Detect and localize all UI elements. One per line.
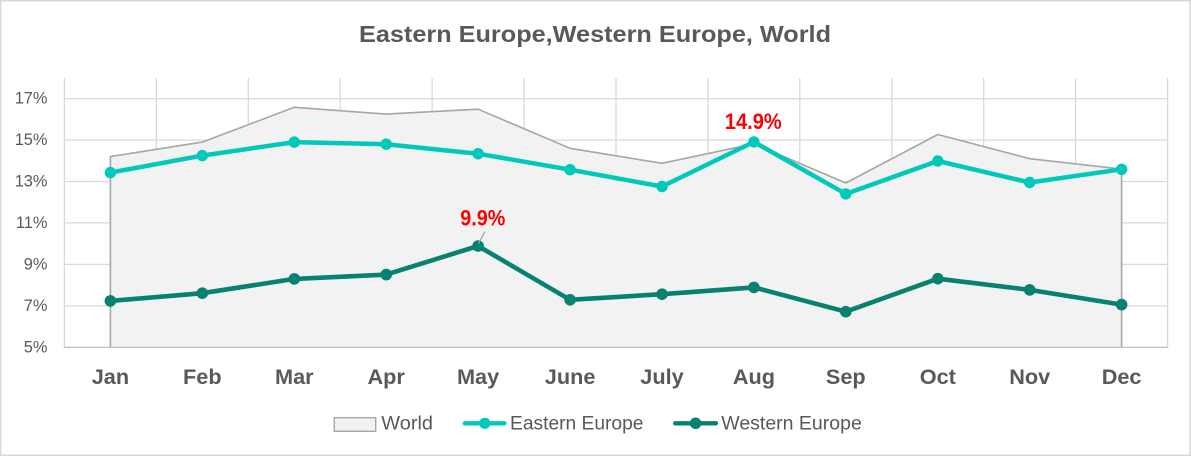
svg-text:Eastern Europe: Eastern Europe bbox=[510, 413, 644, 435]
svg-text:World: World bbox=[381, 413, 433, 435]
svg-text:14.9%: 14.9% bbox=[725, 109, 782, 134]
svg-text:Sep: Sep bbox=[826, 364, 866, 389]
svg-text:9%: 9% bbox=[24, 255, 48, 273]
svg-text:5%: 5% bbox=[24, 338, 48, 356]
svg-text:Feb: Feb bbox=[183, 364, 222, 389]
svg-text:May: May bbox=[457, 364, 499, 389]
svg-text:Western Europe: Western Europe bbox=[721, 413, 862, 435]
svg-text:Apr: Apr bbox=[368, 364, 406, 389]
svg-text:Mar: Mar bbox=[275, 364, 314, 389]
svg-text:Jan: Jan bbox=[92, 364, 129, 389]
svg-text:15%: 15% bbox=[15, 131, 48, 149]
svg-text:11%: 11% bbox=[16, 214, 48, 232]
svg-text:17%: 17% bbox=[15, 90, 48, 108]
svg-text:Aug: Aug bbox=[733, 364, 775, 389]
svg-text:9.9%: 9.9% bbox=[460, 206, 505, 231]
svg-text:7%: 7% bbox=[24, 297, 48, 315]
svg-text:June: June bbox=[545, 364, 596, 389]
svg-text:Oct: Oct bbox=[920, 364, 956, 389]
svg-text:13%: 13% bbox=[15, 173, 48, 191]
svg-text:Eastern Europe,Western Europe,: Eastern Europe,Western Europe, World bbox=[359, 21, 831, 47]
svg-text:July: July bbox=[640, 364, 683, 389]
svg-text:Nov: Nov bbox=[1009, 364, 1050, 389]
svg-text:Dec: Dec bbox=[1102, 364, 1142, 389]
